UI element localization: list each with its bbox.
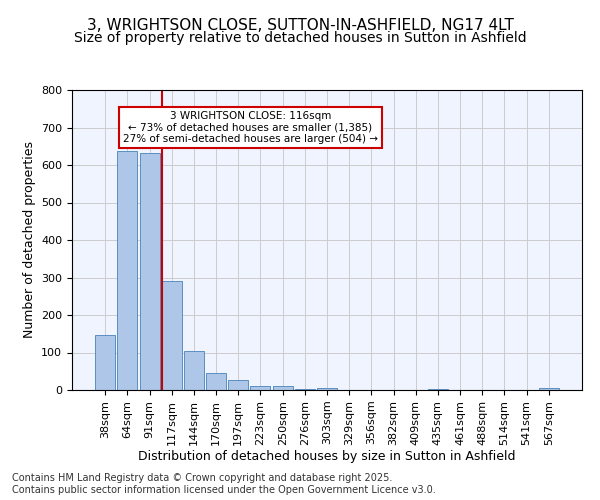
Bar	[95, 334, 115, 390]
Bar	[295, 389, 315, 390]
Y-axis label: Number of detached properties: Number of detached properties	[23, 142, 35, 338]
Bar	[272, 386, 293, 390]
Text: Contains HM Land Registry data © Crown copyright and database right 2025.
Contai: Contains HM Land Registry data © Crown c…	[12, 474, 436, 495]
Bar	[206, 373, 226, 390]
Bar	[140, 153, 160, 390]
Bar	[118, 151, 137, 390]
Bar	[228, 380, 248, 390]
Text: Size of property relative to detached houses in Sutton in Ashfield: Size of property relative to detached ho…	[74, 31, 526, 45]
Bar	[428, 389, 448, 390]
Bar	[250, 386, 271, 390]
X-axis label: Distribution of detached houses by size in Sutton in Ashfield: Distribution of detached houses by size …	[138, 450, 516, 464]
Bar	[184, 352, 204, 390]
Text: 3, WRIGHTSON CLOSE, SUTTON-IN-ASHFIELD, NG17 4LT: 3, WRIGHTSON CLOSE, SUTTON-IN-ASHFIELD, …	[86, 18, 514, 32]
Bar	[539, 388, 559, 390]
Bar	[317, 388, 337, 390]
Text: 3 WRIGHTSON CLOSE: 116sqm
← 73% of detached houses are smaller (1,385)
27% of se: 3 WRIGHTSON CLOSE: 116sqm ← 73% of detac…	[123, 111, 378, 144]
Bar	[162, 281, 182, 390]
